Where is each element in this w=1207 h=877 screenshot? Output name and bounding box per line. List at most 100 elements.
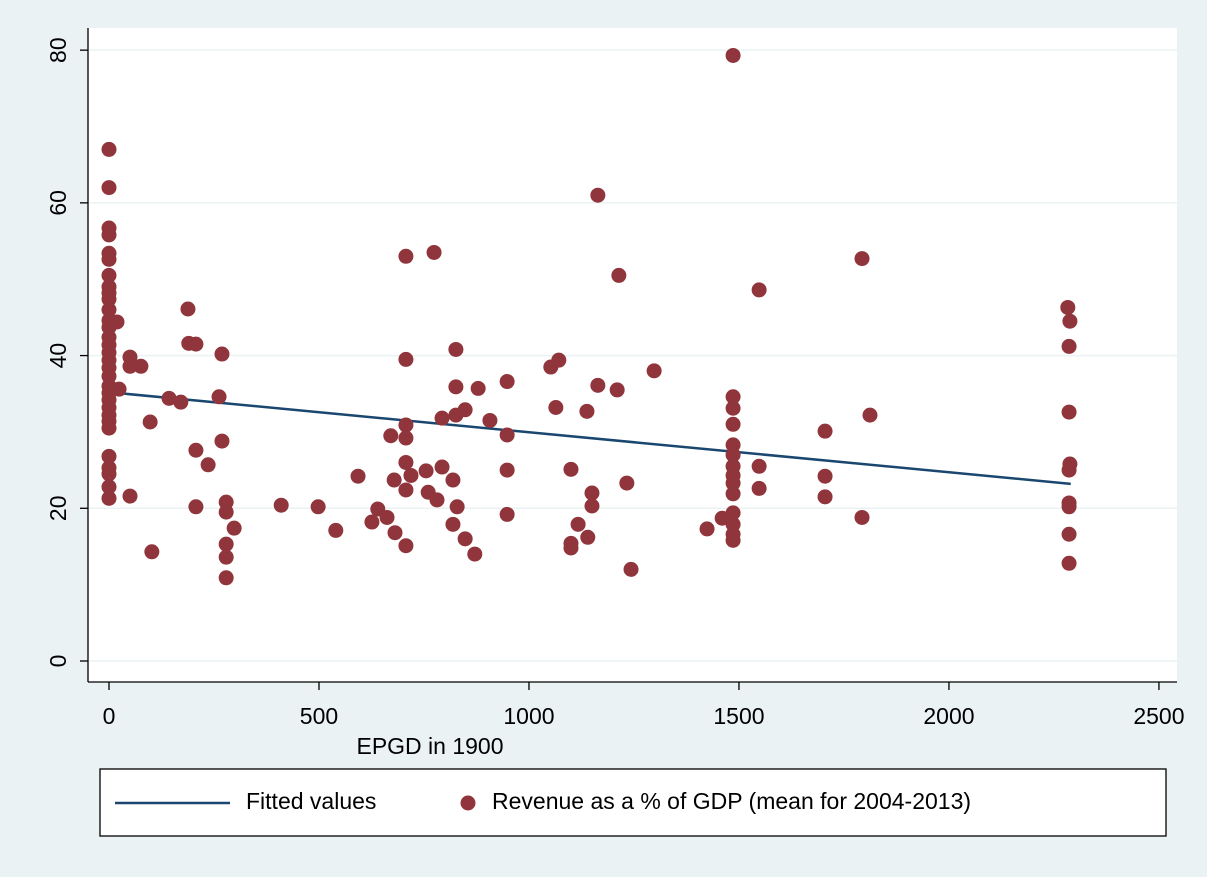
- point: [101, 302, 117, 318]
- point: [570, 516, 586, 532]
- point: [1061, 404, 1077, 420]
- point: [584, 485, 600, 501]
- point: [218, 536, 234, 552]
- point: [383, 428, 399, 444]
- point: [398, 430, 414, 446]
- point: [429, 492, 445, 508]
- point: [398, 351, 414, 367]
- point: [445, 472, 461, 488]
- y-tick-label: 40: [45, 343, 71, 369]
- point: [218, 570, 234, 586]
- point: [611, 267, 627, 283]
- x-tick-label: 1000: [503, 703, 554, 729]
- point: [499, 506, 515, 522]
- legend-label: Revenue as a % of GDP (mean for 2004-201…: [492, 788, 971, 814]
- point: [499, 462, 515, 478]
- point: [122, 358, 138, 374]
- point: [623, 561, 639, 577]
- x-tick-label: 0: [103, 703, 116, 729]
- point: [214, 433, 230, 449]
- point: [434, 459, 450, 475]
- point: [101, 479, 117, 495]
- y-tick-label: 60: [45, 190, 71, 216]
- point: [551, 352, 567, 368]
- point: [584, 498, 600, 514]
- point: [161, 390, 177, 406]
- point: [725, 532, 741, 548]
- point: [188, 336, 204, 352]
- point: [387, 525, 403, 541]
- x-tick-label: 500: [300, 703, 338, 729]
- legend-marker: [460, 795, 476, 811]
- point: [725, 416, 741, 432]
- point: [101, 448, 117, 464]
- y-tick-label: 20: [45, 495, 71, 521]
- point: [101, 227, 117, 243]
- point: [862, 407, 878, 423]
- point: [457, 402, 473, 418]
- point: [448, 379, 464, 395]
- point: [1061, 499, 1077, 515]
- point: [403, 467, 419, 483]
- point: [101, 420, 117, 436]
- point: [499, 374, 515, 390]
- point: [398, 538, 414, 554]
- point: [101, 141, 117, 157]
- point: [350, 468, 366, 484]
- point: [180, 301, 196, 317]
- point: [142, 414, 158, 430]
- point: [211, 389, 227, 405]
- point: [751, 282, 767, 298]
- point: [398, 248, 414, 264]
- point: [226, 520, 242, 536]
- point: [609, 382, 625, 398]
- point: [1060, 299, 1076, 315]
- point: [817, 423, 833, 439]
- point: [1061, 338, 1077, 354]
- point: [725, 486, 741, 502]
- point: [563, 540, 579, 556]
- point: [563, 461, 579, 477]
- point: [817, 468, 833, 484]
- point: [364, 514, 380, 530]
- x-axis-label: EPGD in 1900: [356, 733, 503, 759]
- point: [133, 358, 149, 374]
- y-tick-label: 80: [45, 37, 71, 63]
- point: [188, 442, 204, 458]
- point: [699, 521, 715, 537]
- point: [499, 427, 515, 443]
- point: [398, 482, 414, 498]
- point: [457, 531, 473, 547]
- point: [725, 505, 741, 521]
- point: [725, 447, 741, 463]
- point: [418, 463, 434, 479]
- point: [101, 267, 117, 283]
- point: [398, 454, 414, 470]
- point: [751, 480, 767, 496]
- point: [310, 499, 326, 515]
- point: [101, 180, 117, 196]
- point: [214, 346, 230, 362]
- point: [725, 475, 741, 491]
- point: [426, 244, 442, 260]
- point: [386, 472, 402, 488]
- point: [111, 381, 127, 397]
- point: [482, 412, 498, 428]
- x-tick-label: 2500: [1133, 703, 1184, 729]
- legend: [99, 768, 1167, 837]
- y-tick-label: 0: [45, 655, 71, 668]
- point: [101, 490, 117, 506]
- point: [1061, 555, 1077, 571]
- point: [218, 504, 234, 520]
- point: [448, 341, 464, 357]
- point: [188, 499, 204, 515]
- x-tick-label: 1500: [713, 703, 764, 729]
- fitted-line: [108, 390, 1071, 486]
- point: [580, 529, 596, 545]
- point: [101, 291, 117, 307]
- legend-label: Fitted values: [246, 788, 376, 814]
- point: [854, 509, 870, 525]
- point: [725, 47, 741, 63]
